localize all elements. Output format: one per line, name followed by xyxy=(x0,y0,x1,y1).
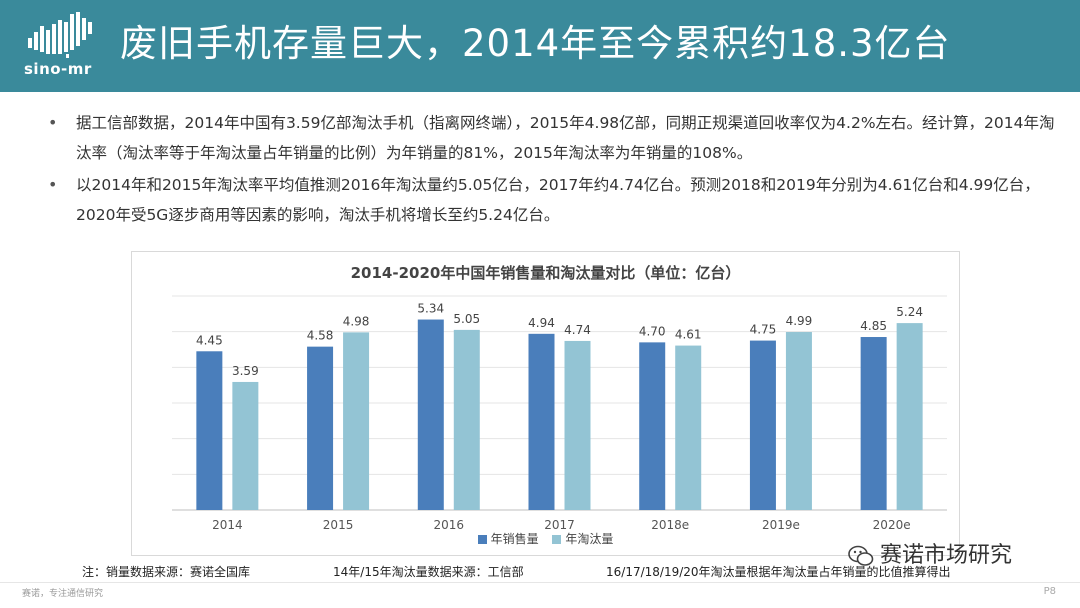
data-label: 4.85 xyxy=(860,319,887,333)
data-label: 4.74 xyxy=(564,323,591,337)
data-label: 4.58 xyxy=(307,329,334,343)
bar-retired xyxy=(896,323,923,510)
x-tick-label: 2014 xyxy=(212,518,243,532)
data-label: 5.34 xyxy=(417,302,444,316)
data-label: 4.99 xyxy=(786,314,813,328)
x-tick-label: 2019e xyxy=(762,518,800,532)
bullet-dot-icon: • xyxy=(48,113,58,132)
data-label: 4.94 xyxy=(528,316,555,330)
bar-retired xyxy=(232,381,259,510)
data-label: 4.70 xyxy=(639,324,666,338)
wechat-icon xyxy=(848,545,874,566)
footer-tagline: 赛诺，专注通信研究 xyxy=(22,589,104,599)
bar-retired xyxy=(785,332,812,510)
footnote-source-retired: 14年/15年淘汰量数据来源：工信部 xyxy=(333,565,524,579)
bullet-dot-icon: • xyxy=(48,175,58,194)
bar-sales xyxy=(417,319,444,510)
chart-title: 2014-2020年中国年销售量和淘汰量对比（单位：亿台） xyxy=(350,264,741,282)
chart-legend: 年销售量 年淘汰量 xyxy=(132,530,959,547)
data-label: 5.05 xyxy=(453,312,480,326)
x-tick-label: 2020e xyxy=(873,518,911,532)
legend-item-sales: 年销售量 xyxy=(477,530,539,547)
china-map-logo-icon xyxy=(28,12,92,58)
data-label: 4.45 xyxy=(196,333,223,347)
x-tick-label: 2016 xyxy=(434,518,465,532)
bar-sales xyxy=(860,337,887,510)
legend-swatch xyxy=(552,535,562,544)
page-title: 废旧手机存量巨大，2014年至今累积约18.3亿台 xyxy=(120,22,951,65)
x-tick-label: 2017 xyxy=(544,518,575,532)
bar-sales xyxy=(639,342,666,510)
footnote-source-sales: 注：销量数据来源：赛诺全国库 xyxy=(82,565,251,579)
watermark-text: 赛诺市场研究 xyxy=(880,543,1013,568)
page-number: P8 xyxy=(1043,586,1056,597)
chart-plot: 4.45 3.59 2014 4.58 4.98 2015 5.34 5.05 2016 4.94… xyxy=(172,295,947,532)
legend-label: 年淘汰量 xyxy=(565,532,614,546)
footnote-estimation: 16/17/18/19/20年淘汰量根据年淘汰量占年销量的比值推算得出 xyxy=(606,565,951,579)
data-label: 4.75 xyxy=(750,323,777,337)
bar-sales xyxy=(528,333,555,510)
bullet-text: 据工信部数据，2014年中国有3.59亿部淘汰手机（指离网终端），2015年4.… xyxy=(76,114,1055,162)
data-label: 4.98 xyxy=(343,314,370,328)
bar-sales xyxy=(307,346,334,510)
bullet-item: • 据工信部数据，2014年中国有3.59亿部淘汰手机（指离网终端），2015年… xyxy=(48,108,1058,168)
logo-text: sino-mr xyxy=(24,60,92,78)
data-label: 4.61 xyxy=(675,328,702,342)
bar-sales xyxy=(196,351,223,510)
bar-sales xyxy=(749,340,776,510)
footer-divider xyxy=(0,582,1080,583)
bar-chart: 2014-2020年中国年销售量和淘汰量对比（单位：亿台） 4.45 3.59 20… xyxy=(131,251,960,556)
legend-item-retired: 年淘汰量 xyxy=(552,530,613,547)
bar-retired xyxy=(675,345,702,510)
wechat-watermark: 赛诺市场研究 xyxy=(848,537,1012,569)
data-label: 5.24 xyxy=(896,305,923,319)
bullet-list: • 据工信部数据，2014年中国有3.59亿部淘汰手机（指离网终端），2015年… xyxy=(48,108,1058,232)
bar-retired xyxy=(453,329,480,510)
legend-label: 年销售量 xyxy=(490,532,539,546)
legend-swatch xyxy=(477,535,487,544)
bullet-item: • 以2014年和2015年淘汰率平均值推测2016年淘汰量约5.05亿台，20… xyxy=(48,170,1058,230)
x-tick-label: 2015 xyxy=(323,518,354,532)
x-tick-label: 2018e xyxy=(651,518,689,532)
header-bar: sino-mr 废旧手机存量巨大，2014年至今累积约18.3亿台 xyxy=(0,0,1080,92)
data-label: 3.59 xyxy=(232,364,259,378)
bar-retired xyxy=(343,332,370,510)
bar-retired xyxy=(564,340,591,510)
bullet-text: 以2014年和2015年淘汰率平均值推测2016年淘汰量约5.05亿台，2017… xyxy=(76,176,1040,224)
